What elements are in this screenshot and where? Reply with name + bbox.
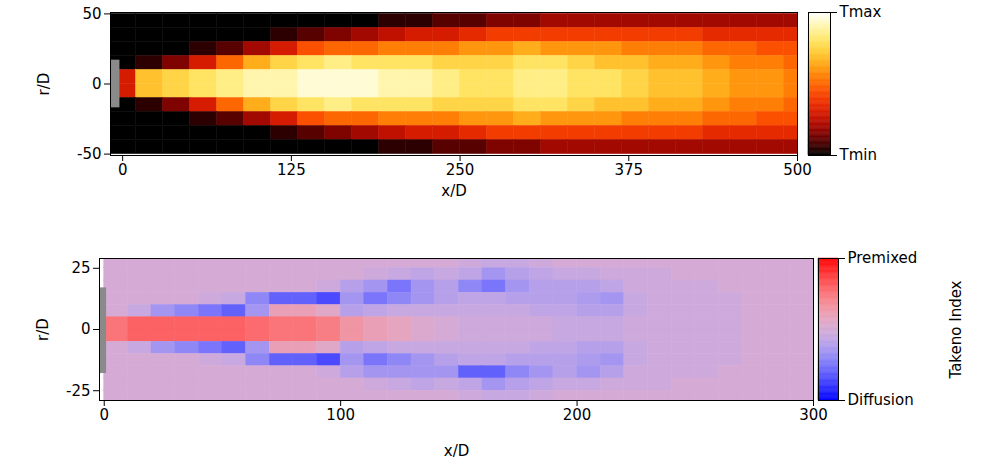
svg-text:-25: -25 — [66, 382, 91, 400]
svg-text:125: 125 — [277, 161, 306, 179]
svg-text:r/D: r/D — [35, 73, 53, 96]
svg-text:500: 500 — [783, 161, 812, 179]
svg-text:25: 25 — [71, 259, 90, 277]
svg-text:300: 300 — [799, 406, 828, 424]
svg-text:100: 100 — [326, 406, 355, 424]
svg-text:50: 50 — [82, 5, 101, 23]
svg-text:0: 0 — [81, 320, 91, 338]
svg-text:200: 200 — [563, 406, 592, 424]
svg-text:Tmin: Tmin — [839, 146, 877, 164]
svg-text:x/D: x/D — [441, 182, 466, 200]
svg-text:Tmax: Tmax — [839, 3, 882, 21]
svg-text:250: 250 — [446, 161, 475, 179]
svg-text:x/D: x/D — [444, 442, 469, 460]
svg-text:-50: -50 — [77, 145, 102, 163]
svg-text:0: 0 — [118, 161, 128, 179]
svg-text:375: 375 — [614, 161, 643, 179]
svg-text:0: 0 — [92, 75, 102, 93]
svg-text:Diffusion: Diffusion — [848, 391, 914, 409]
svg-text:Takeno Index: Takeno Index — [947, 280, 965, 379]
svg-text:r/D: r/D — [34, 318, 52, 341]
svg-text:Premixed: Premixed — [848, 249, 918, 267]
svg-text:0: 0 — [99, 406, 109, 424]
